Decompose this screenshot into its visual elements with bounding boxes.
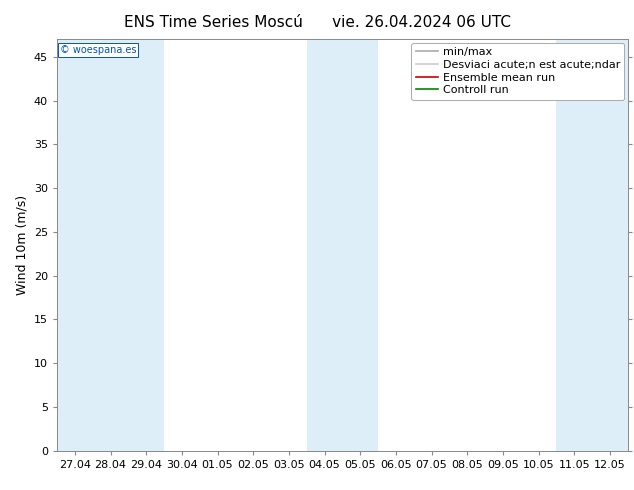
Text: ENS Time Series Moscú      vie. 26.04.2024 06 UTC: ENS Time Series Moscú vie. 26.04.2024 06…: [124, 15, 510, 30]
Y-axis label: Wind 10m (m/s): Wind 10m (m/s): [15, 195, 29, 295]
Text: © woespana.es: © woespana.es: [60, 46, 136, 55]
Bar: [93, 39, 164, 451]
Legend: min/max, Desviaci acute;n est acute;ndar, Ensemble mean run, Controll run: min/max, Desviaci acute;n est acute;ndar…: [411, 43, 624, 100]
Bar: [57, 39, 93, 451]
Bar: [557, 39, 628, 451]
Bar: [307, 39, 378, 451]
